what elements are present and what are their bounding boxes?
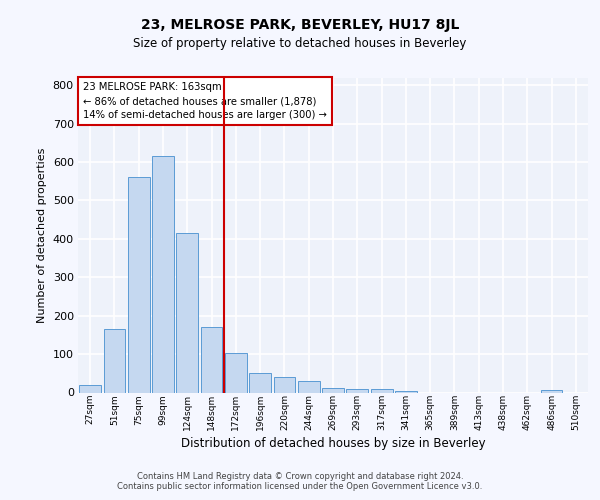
Bar [200,327,223,392]
Bar [395,390,417,392]
Text: 23 MELROSE PARK: 163sqm
← 86% of detached houses are smaller (1,878)
14% of semi: 23 MELROSE PARK: 163sqm ← 86% of detache… [83,82,327,120]
Bar [79,385,101,392]
Bar [128,178,149,392]
Bar [225,353,247,393]
Bar [346,388,368,392]
X-axis label: Distribution of detached houses by size in Beverley: Distribution of detached houses by size … [181,437,485,450]
Bar [249,372,271,392]
Bar [104,329,125,392]
Text: Contains HM Land Registry data © Crown copyright and database right 2024.: Contains HM Land Registry data © Crown c… [137,472,463,481]
Text: 23, MELROSE PARK, BEVERLEY, HU17 8JL: 23, MELROSE PARK, BEVERLEY, HU17 8JL [141,18,459,32]
Bar [322,388,344,392]
Bar [298,381,320,392]
Text: Contains public sector information licensed under the Open Government Licence v3: Contains public sector information licen… [118,482,482,491]
Bar [176,233,198,392]
Bar [541,390,562,392]
Bar [371,390,392,392]
Bar [152,156,174,392]
Bar [274,377,295,392]
Text: Size of property relative to detached houses in Beverley: Size of property relative to detached ho… [133,38,467,51]
Y-axis label: Number of detached properties: Number of detached properties [37,148,47,322]
